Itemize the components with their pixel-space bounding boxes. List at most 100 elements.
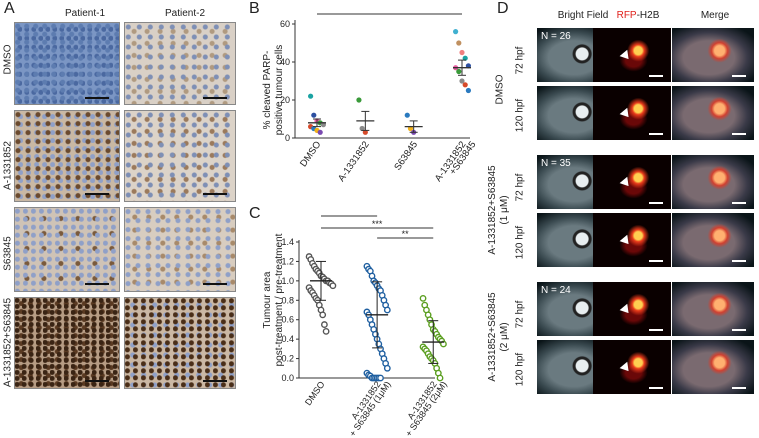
- data-point: [377, 374, 384, 382]
- merge-image: [672, 155, 754, 209]
- y-tick-label: 40: [280, 57, 290, 67]
- y-tick-label: 0.2: [281, 354, 294, 364]
- y-tick-label: 1.0: [281, 276, 294, 286]
- merge-image: [672, 86, 754, 140]
- data-point: [462, 82, 468, 88]
- data-point: [308, 93, 314, 99]
- scale-bar: [732, 387, 746, 389]
- data-point: [362, 129, 368, 135]
- scale-bar: [649, 387, 663, 389]
- data-point: [383, 306, 391, 314]
- category-label: DMSO: [303, 379, 327, 407]
- n-count-1um: N = 35: [541, 158, 571, 169]
- row-label-s63845: S63845: [2, 236, 14, 271]
- data-point: [462, 55, 468, 61]
- significance-label: ***: [384, 10, 395, 15]
- panel-label-c: C: [249, 205, 261, 222]
- significance-label: **: [402, 229, 410, 239]
- arrowhead-icon: [619, 234, 633, 248]
- time-label: 72 hpf: [514, 173, 526, 202]
- data-point: [383, 364, 391, 372]
- chart-b-ylabel-line-1: % cleaved PARP-: [262, 50, 273, 130]
- column-header-rfp-h2b: RFP-H2B: [598, 10, 678, 21]
- scale-bar: [85, 380, 109, 382]
- rfp-image: [593, 86, 671, 140]
- data-point: [459, 78, 465, 84]
- rfp-image: [593, 213, 671, 267]
- scale-bar: [649, 329, 663, 331]
- data-point: [329, 282, 337, 290]
- data-point: [321, 321, 328, 328]
- group-label-dmso: DMSO: [494, 74, 506, 105]
- n-count-dmso: N = 26: [541, 31, 571, 42]
- scale-bar: [85, 193, 109, 195]
- scale-bar: [649, 260, 663, 262]
- y-tick-label: 0: [285, 133, 290, 143]
- ihc-image-a1331852-patient-1: [14, 110, 120, 202]
- chart-c-ylabel-line-1: Tumour area: [262, 271, 273, 329]
- n-count-2um: N = 24: [541, 285, 571, 296]
- scale-bar: [732, 260, 746, 262]
- ihc-image-dmso-patient-1: [14, 22, 120, 105]
- ihc-image-s63845-patient-2: [124, 207, 236, 292]
- arrowhead-icon: [619, 176, 633, 190]
- merge-image: [672, 213, 754, 267]
- y-tick-label: 60: [280, 19, 290, 29]
- chart-b-ylabel: % cleaved PARP- positive tumour cells: [262, 35, 292, 145]
- y-tick-label: 0.0: [281, 373, 294, 383]
- merge-image: [672, 282, 754, 336]
- rfp-image: [593, 155, 671, 209]
- y-tick-label: 0.4: [281, 334, 294, 344]
- data-point: [322, 327, 330, 335]
- data-point: [436, 374, 444, 382]
- group-label-2um-line-1: A-1331852+S63845: [487, 292, 498, 382]
- group-label-2um: A-1331852+S63845 (2 μM): [487, 287, 517, 387]
- scale-bar: [85, 283, 109, 285]
- data-point: [404, 112, 410, 118]
- row-label-combo: A-1331852+S63845: [2, 297, 14, 388]
- scale-bar: [649, 133, 663, 135]
- rfp-image: [593, 28, 671, 82]
- panel-label-d: D: [497, 0, 509, 17]
- ihc-image-combo-patient-2: [124, 297, 236, 389]
- time-label: 72 hpf: [514, 46, 526, 75]
- panel-label-a: A: [4, 0, 15, 17]
- data-point: [311, 112, 317, 118]
- data-point: [359, 125, 365, 132]
- time-label: 120 hpf: [514, 352, 526, 387]
- significance-label: ***: [344, 212, 355, 217]
- category-label: DMSO: [298, 139, 323, 169]
- data-point: [456, 40, 462, 46]
- y-tick-label: 0.6: [281, 315, 294, 325]
- category-label: A-1331852: [336, 139, 372, 183]
- data-point: [317, 129, 323, 135]
- group-label-1um: A-1331852+S63845 (1 μM): [487, 160, 517, 260]
- merge-image: [672, 28, 754, 82]
- scale-bar: [649, 202, 663, 204]
- data-point: [419, 294, 427, 302]
- group-label-1um-line-2: (1 μM): [499, 195, 510, 225]
- scale-bar: [203, 193, 227, 195]
- scale-bar: [203, 283, 227, 285]
- scale-bar: [85, 97, 109, 99]
- category-label: S63845: [392, 139, 420, 172]
- y-tick-label: 20: [280, 95, 290, 105]
- row-label-dmso: DMSO: [2, 44, 14, 75]
- group-label-1um-line-1: A-1331852+S63845: [487, 165, 498, 255]
- ihc-image-dmso-patient-2: [124, 22, 236, 105]
- row-label-a1331852: A-1331852: [2, 141, 14, 190]
- merge-image: [672, 340, 754, 394]
- data-point: [465, 87, 471, 94]
- rfp-image: [593, 282, 671, 336]
- arrowhead-icon: [619, 303, 633, 317]
- arrowhead-icon: [619, 49, 633, 63]
- time-label: 120 hpf: [514, 98, 526, 133]
- scale-bar: [732, 329, 746, 331]
- data-point: [319, 311, 327, 319]
- h2b-label: -H2B: [636, 10, 660, 21]
- ihc-image-a1331852-patient-2: [124, 110, 236, 202]
- column-header-patient-2: Patient-2: [164, 8, 206, 19]
- data-point: [459, 49, 465, 56]
- data-point: [453, 29, 459, 35]
